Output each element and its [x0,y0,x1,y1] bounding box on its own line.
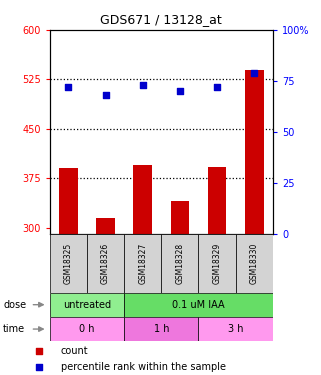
Text: GSM18329: GSM18329 [213,243,221,284]
Text: 0.1 uM IAA: 0.1 uM IAA [172,300,225,310]
Bar [50,234,87,292]
Point [140,82,145,88]
Text: GSM18326: GSM18326 [101,243,110,284]
Point [66,84,71,90]
Bar [59,168,78,234]
Point [252,70,257,76]
Bar [236,234,273,292]
Text: 1 h: 1 h [153,324,169,334]
Text: 0 h: 0 h [79,324,95,334]
Point [103,92,108,98]
Bar [198,317,273,341]
Point [36,364,41,370]
Text: GSM18327: GSM18327 [138,243,147,284]
Bar [134,165,152,234]
Text: untreated: untreated [63,300,111,310]
Text: count: count [61,346,89,356]
Text: GDS671 / 13128_at: GDS671 / 13128_at [100,13,221,26]
Bar [124,317,198,341]
Text: 3 h: 3 h [228,324,243,334]
Bar [124,234,161,292]
Bar [161,234,198,292]
Bar [208,167,226,234]
Point [214,84,220,90]
Text: GSM18328: GSM18328 [175,243,184,284]
Bar [96,218,115,234]
Bar [245,69,264,234]
Bar [198,234,236,292]
Bar [50,317,124,341]
Text: dose: dose [3,300,26,310]
Text: time: time [3,324,25,334]
Point [177,88,182,94]
Text: GSM18330: GSM18330 [250,243,259,284]
Text: GSM18325: GSM18325 [64,243,73,284]
Bar [170,201,189,234]
Bar [50,292,124,317]
Bar [124,292,273,317]
Bar [87,234,124,292]
Text: percentile rank within the sample: percentile rank within the sample [61,362,226,372]
Point [36,348,41,354]
